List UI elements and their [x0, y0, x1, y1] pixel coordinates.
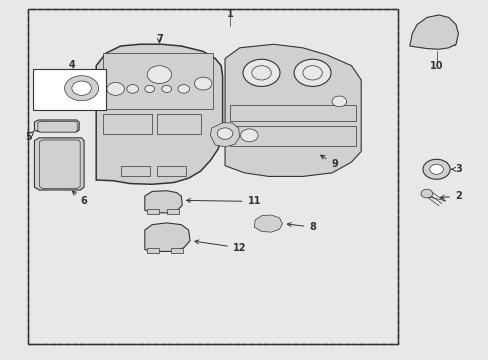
Bar: [135, 67, 181, 84]
Text: 6: 6: [72, 191, 87, 206]
Text: 5: 5: [25, 131, 34, 142]
Bar: [33, 69, 106, 111]
Bar: [147, 208, 159, 214]
Bar: [103, 114, 152, 134]
Polygon shape: [34, 120, 79, 132]
Text: 9: 9: [320, 155, 337, 169]
Circle shape: [251, 66, 271, 80]
Text: 7: 7: [156, 34, 163, 44]
Bar: [28, 9, 397, 344]
Bar: [170, 248, 183, 253]
Polygon shape: [34, 138, 84, 190]
Circle shape: [107, 82, 124, 95]
Text: 1: 1: [226, 9, 233, 19]
Bar: [120, 166, 149, 176]
Polygon shape: [132, 44, 186, 102]
Polygon shape: [210, 123, 239, 147]
Circle shape: [243, 59, 280, 86]
Circle shape: [144, 85, 154, 93]
Polygon shape: [144, 191, 182, 213]
Text: 12: 12: [194, 240, 246, 253]
Circle shape: [293, 59, 330, 86]
Circle shape: [64, 76, 99, 101]
Text: 8: 8: [286, 222, 315, 232]
Bar: [147, 248, 159, 253]
Circle shape: [162, 85, 171, 93]
Text: 10: 10: [429, 61, 443, 71]
Text: 11: 11: [186, 197, 261, 206]
Bar: [166, 208, 179, 214]
Text: 4: 4: [68, 60, 75, 70]
Circle shape: [331, 96, 346, 107]
Bar: [157, 114, 201, 134]
Circle shape: [217, 128, 232, 139]
Circle shape: [420, 189, 432, 198]
Text: 3: 3: [451, 164, 461, 174]
Polygon shape: [96, 44, 222, 184]
Circle shape: [126, 85, 138, 93]
Bar: [229, 105, 356, 121]
Polygon shape: [38, 121, 77, 132]
Bar: [229, 126, 356, 146]
Polygon shape: [254, 215, 282, 232]
Bar: [157, 166, 186, 176]
Circle shape: [302, 66, 322, 80]
Polygon shape: [224, 44, 361, 176]
Polygon shape: [409, 15, 458, 49]
Text: 2: 2: [440, 191, 461, 201]
Circle shape: [422, 159, 449, 179]
Circle shape: [147, 66, 171, 84]
Polygon shape: [144, 223, 190, 251]
Polygon shape: [39, 140, 80, 189]
Circle shape: [194, 77, 211, 90]
Circle shape: [240, 129, 258, 142]
Circle shape: [429, 164, 443, 174]
Bar: [28, 9, 397, 344]
Circle shape: [72, 81, 91, 95]
Circle shape: [178, 85, 189, 93]
Bar: [103, 53, 212, 109]
